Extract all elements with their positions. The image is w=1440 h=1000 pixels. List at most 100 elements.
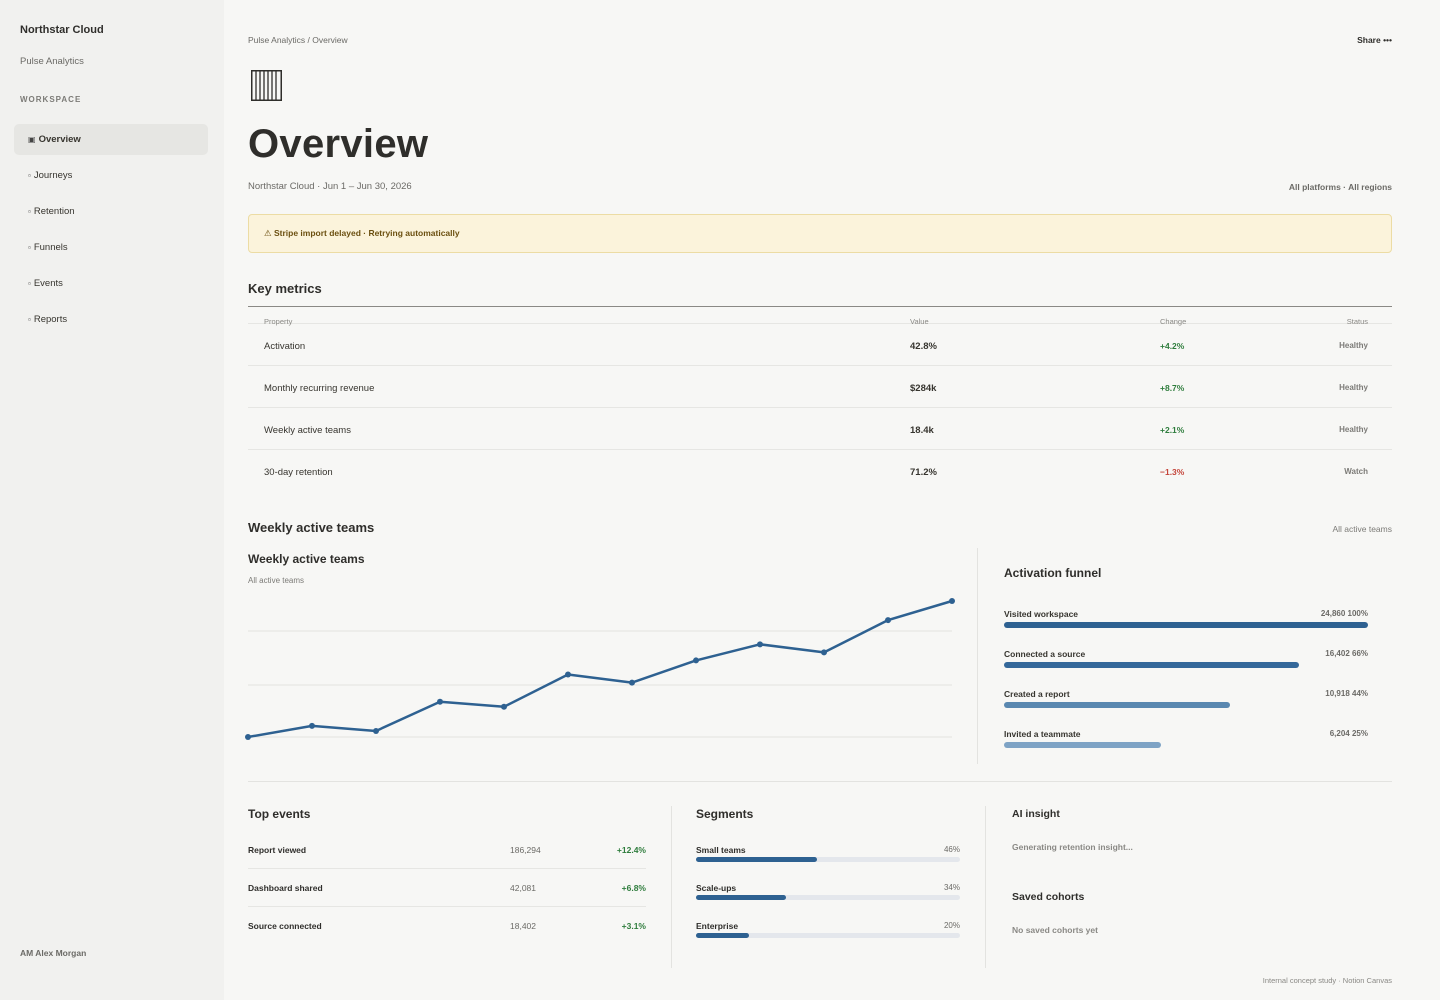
ai-insight-heading: AI insight — [1012, 808, 1060, 820]
data-point[interactable] — [309, 722, 315, 729]
chart-title: Weekly active teams — [248, 552, 365, 566]
segment-percent: 20% — [943, 921, 960, 930]
segment-name: Small teams — [696, 845, 746, 855]
weekly-active-teams-heading: Weekly active teams — [248, 520, 375, 535]
sidebar-item-retention[interactable]: ▫ Retention — [14, 196, 208, 227]
funnel-step-label: Created a report — [1004, 689, 1070, 699]
sidebar-item-label: Retention — [33, 206, 75, 217]
data-point[interactable] — [501, 703, 507, 710]
warning-banner: ⚠ Stripe import delayed · Retrying autom… — [248, 214, 1392, 253]
sidebar-item-overview[interactable]: ▣ Overview — [14, 124, 208, 155]
funnel-step-label: Invited a teammate — [1004, 729, 1081, 739]
saved-cohorts-empty: No saved cohorts yet — [1012, 925, 1098, 935]
page-title: Overview — [248, 122, 429, 166]
share-button[interactable]: Share ••• — [1357, 35, 1392, 45]
workspace-name[interactable]: Northstar Cloud — [20, 24, 104, 36]
funnel-step[interactable]: Connected a source 16,402 66% — [1004, 649, 1368, 679]
table-row[interactable]: Activation 42.8% +4.2% Healthy — [248, 324, 1392, 366]
breadcrumb[interactable]: Pulse Analytics / Overview — [248, 35, 348, 45]
page-icon: ▫ — [28, 171, 31, 180]
sidebar-item-events[interactable]: ▫ Events — [14, 268, 208, 299]
event-delta: +12.4% — [616, 845, 646, 855]
filter-selector[interactable]: All platforms · All regions — [1288, 182, 1392, 192]
event-delta: +3.1% — [621, 921, 646, 931]
status-badge: Watch — [1344, 467, 1368, 476]
user-profile[interactable]: AM Alex Morgan — [20, 948, 87, 958]
sidebar-item-label: Events — [33, 278, 63, 289]
funnel-step[interactable]: Created a report 10,918 44% — [1004, 689, 1368, 719]
funnel-step-label: Connected a source — [1004, 649, 1086, 659]
page-icon: ▣ — [28, 135, 36, 144]
column-header: Value — [910, 317, 929, 326]
table-row[interactable]: Monthly recurring revenue $284k +8.7% He… — [248, 366, 1392, 408]
column-header: Change — [1160, 317, 1187, 326]
data-point[interactable] — [885, 617, 891, 624]
segment-percent: 34% — [943, 883, 960, 892]
divider — [248, 868, 646, 869]
page-icon: ▫ — [28, 279, 31, 288]
data-point[interactable] — [373, 727, 379, 734]
series-line — [247, 599, 953, 739]
segment-filter[interactable]: All active teams — [1332, 524, 1392, 534]
page-icon: ▫ — [28, 315, 31, 324]
key-metrics-heading: Key metrics — [248, 281, 322, 296]
event-name: Dashboard shared — [248, 883, 323, 893]
data-point[interactable] — [245, 734, 251, 740]
sidebar-item-funnels[interactable]: ▫ Funnels — [14, 232, 208, 263]
metric-change: +8.7% — [1160, 383, 1185, 393]
data-point[interactable] — [565, 671, 571, 678]
activation-funnel: Activation funnel Visited workspace 24,8… — [1004, 566, 1368, 748]
data-point[interactable] — [757, 641, 763, 648]
metric-change: +4.2% — [1160, 341, 1185, 351]
table-row[interactable]: 30-day retention 71.2% −1.3% Watch — [248, 450, 1392, 492]
metric-change: −1.3% — [1160, 467, 1185, 477]
segment-row[interactable]: Scale-ups 34% — [696, 883, 960, 913]
page-icon: ▫ — [28, 207, 31, 216]
segment-bar — [696, 895, 786, 900]
table-row[interactable]: Weekly active teams 18.4k +2.1% Healthy — [248, 408, 1392, 450]
sidebar-item-reports[interactable]: ▫ Reports — [14, 304, 208, 335]
metric-value: 71.2% — [910, 467, 937, 478]
funnel-bar — [1004, 622, 1368, 628]
ai-insight-status: Generating retention insight... — [1012, 842, 1133, 852]
key-metrics-table: Property Value Change Status Activation … — [248, 306, 1392, 492]
metric-value: 18.4k — [910, 425, 934, 436]
funnel-step[interactable]: Invited a teammate 6,204 25% — [1004, 729, 1368, 759]
status-badge: Healthy — [1339, 341, 1368, 350]
table-header: Property Value Change Status — [248, 307, 1392, 326]
event-count: 186,294 — [510, 845, 541, 855]
data-point[interactable] — [821, 649, 827, 656]
list-item[interactable]: Report viewed 186,294 +12.4% — [248, 845, 646, 883]
chart-subtitle: All active teams — [248, 576, 305, 585]
metric-name: Weekly active teams — [264, 425, 351, 436]
footer-note: Internal concept study · Notion Canvas — [1262, 976, 1392, 985]
data-point[interactable] — [629, 679, 635, 686]
sidebar-item-label: Journeys — [33, 170, 73, 181]
funnel-step[interactable]: Visited workspace 24,860 100% — [1004, 609, 1368, 639]
funnel-step-value: 16,402 66% — [1325, 649, 1368, 658]
sidebar-nav: ▣ Overview ▫ Journeys ▫ Retention ▫ Funnels … — [14, 124, 208, 340]
list-item[interactable]: Dashboard shared 42,081 +6.8% — [248, 883, 646, 921]
divider — [671, 806, 672, 968]
workspace-section-label: WORKSPACE — [20, 95, 82, 104]
list-item[interactable]: Source connected 18,402 +3.1% — [248, 921, 646, 959]
metric-value: 42.8% — [910, 341, 937, 352]
funnel-step-label: Visited workspace — [1004, 609, 1079, 619]
segment-row[interactable]: Enterprise 20% — [696, 921, 960, 951]
barcode-icon — [251, 70, 282, 101]
data-point[interactable] — [437, 698, 443, 705]
data-point[interactable] — [949, 598, 955, 604]
metric-name: Activation — [264, 341, 306, 352]
segment-name: Scale-ups — [696, 883, 737, 893]
funnel-step-value: 6,204 25% — [1329, 729, 1368, 738]
segment-track — [696, 933, 960, 938]
banner-text: ⚠ Stripe import delayed · Retrying autom… — [264, 228, 460, 238]
sidebar-item-label: Reports — [33, 314, 68, 325]
segment-row[interactable]: Small teams 46% — [696, 845, 960, 875]
funnel-title: Activation funnel — [1004, 566, 1102, 580]
funnel-step-value: 10,918 44% — [1325, 689, 1368, 698]
segment-bar — [696, 857, 818, 862]
sidebar-item-journeys[interactable]: ▫ Journeys — [14, 160, 208, 191]
data-point[interactable] — [693, 657, 699, 664]
weekly-active-teams-chart — [245, 598, 955, 740]
